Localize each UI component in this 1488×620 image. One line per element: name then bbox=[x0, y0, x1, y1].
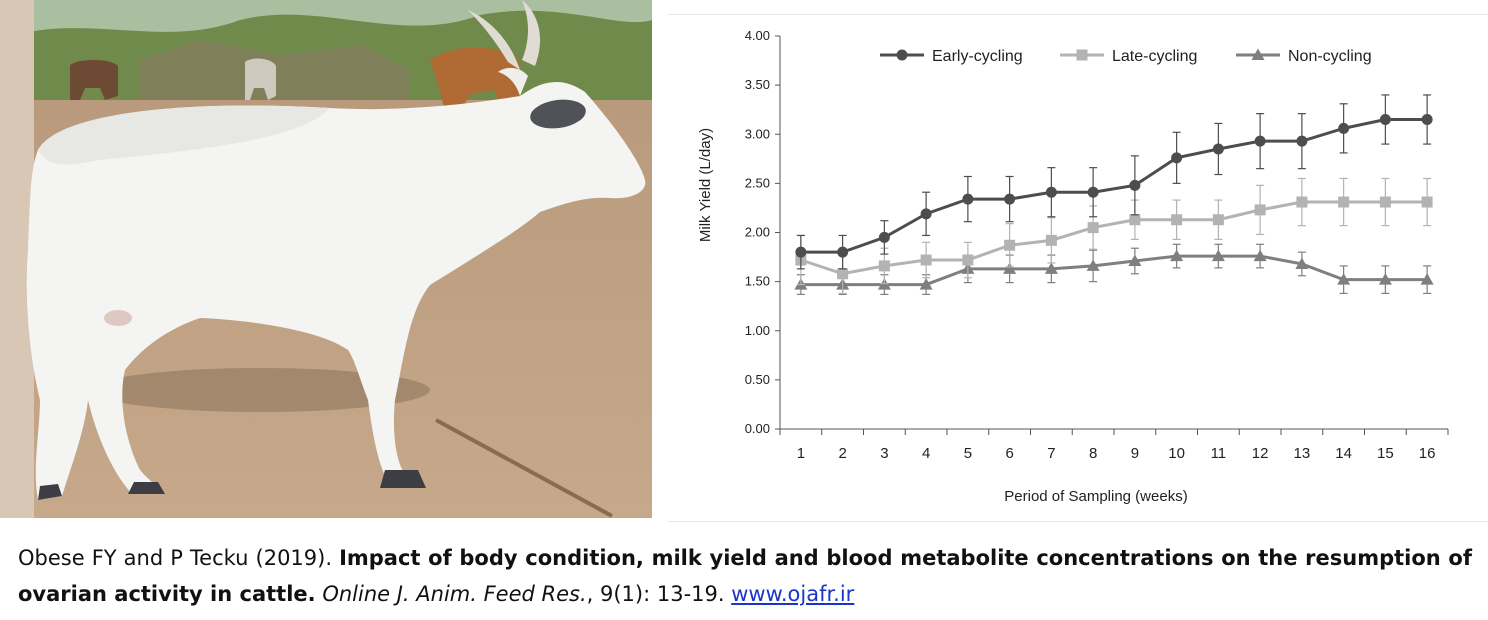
series-line bbox=[800, 118, 1428, 254]
y-tick-label: 4.00 bbox=[745, 28, 770, 43]
data-point bbox=[878, 260, 890, 272]
data-point bbox=[1338, 196, 1350, 208]
data-point bbox=[1086, 259, 1100, 271]
x-tick-label: 11 bbox=[1211, 445, 1227, 462]
data-point bbox=[1045, 234, 1057, 246]
series-non-cycling bbox=[794, 243, 1434, 295]
data-point bbox=[1253, 249, 1267, 262]
data-point bbox=[920, 254, 932, 266]
x-tick-label: 8 bbox=[1089, 445, 1097, 462]
data-point bbox=[1129, 214, 1141, 226]
x-tick-label: 5 bbox=[964, 445, 972, 462]
data-point bbox=[1337, 273, 1351, 285]
legend-item: Non-cycling bbox=[1236, 48, 1372, 65]
data-point bbox=[837, 268, 849, 280]
x-tick-label: 12 bbox=[1252, 445, 1269, 462]
citation-caption: Obese FY and P Tecku (2019). Impact of b… bbox=[18, 540, 1472, 612]
data-point bbox=[795, 246, 807, 258]
y-tick-label: 3.50 bbox=[745, 77, 770, 92]
chart-legend: Early-cycling Late-cycling Non-cycling bbox=[880, 48, 1372, 65]
citation-title: Impact of body condition, milk yield and… bbox=[18, 546, 1472, 606]
data-point bbox=[1171, 152, 1183, 164]
series-line bbox=[800, 200, 1428, 276]
legend-marker bbox=[1076, 49, 1088, 61]
legend-item: Late-cycling bbox=[1060, 48, 1197, 65]
y-axis-label: Milk Yield (L/day) bbox=[697, 128, 714, 242]
data-point bbox=[1044, 262, 1058, 274]
data-point bbox=[919, 278, 933, 290]
cow-photo bbox=[0, 0, 652, 518]
data-point bbox=[1379, 114, 1391, 126]
x-tick-label: 7 bbox=[1047, 445, 1055, 462]
legend-item: Early-cycling bbox=[880, 48, 1023, 65]
data-point bbox=[1087, 186, 1099, 198]
citation-volume: , 9(1): 13-19. bbox=[586, 582, 732, 606]
data-point bbox=[962, 254, 974, 266]
data-point bbox=[878, 231, 890, 243]
data-point bbox=[920, 208, 932, 220]
y-tick-label: 2.50 bbox=[745, 175, 770, 190]
citation-authors: Obese FY and P Tecku (2019). bbox=[18, 546, 340, 570]
legend-marker bbox=[896, 49, 908, 61]
legend-label: Early-cycling bbox=[932, 48, 1023, 65]
chart-axes: 0.000.501.001.502.002.503.003.504.001 2 3 4… bbox=[745, 28, 1449, 462]
legend-marker bbox=[1251, 48, 1265, 60]
data-point bbox=[1378, 273, 1392, 285]
chart-series-layer bbox=[794, 94, 1434, 295]
data-point bbox=[1338, 122, 1350, 134]
data-point bbox=[1004, 239, 1016, 251]
data-point bbox=[1003, 262, 1017, 274]
x-tick-label: 13 bbox=[1294, 445, 1311, 462]
x-tick-label: 2 bbox=[838, 445, 846, 462]
x-tick-label: 9 bbox=[1131, 445, 1139, 462]
y-tick-label: 1.50 bbox=[745, 274, 770, 289]
data-point bbox=[1129, 179, 1141, 191]
series-line bbox=[800, 254, 1428, 287]
x-tick-label: 6 bbox=[1005, 445, 1013, 462]
chart-svg: 0.000.501.001.502.002.503.003.504.001 2 3 4… bbox=[697, 28, 1449, 505]
y-tick-label: 0.50 bbox=[745, 372, 770, 387]
legend-label: Late-cycling bbox=[1112, 48, 1197, 65]
x-tick-label: 15 bbox=[1377, 445, 1394, 462]
x-tick-label: 1 bbox=[797, 445, 805, 462]
legend-label: Non-cycling bbox=[1288, 48, 1372, 65]
citation-journal: Online J. Anim. Feed Res. bbox=[322, 582, 587, 606]
y-tick-label: 3.00 bbox=[745, 126, 770, 141]
data-point bbox=[1421, 196, 1433, 208]
y-tick-label: 1.00 bbox=[745, 323, 770, 338]
data-point bbox=[1296, 135, 1308, 147]
x-tick-label: 4 bbox=[922, 445, 930, 462]
cow-photo-illustration bbox=[0, 0, 652, 518]
data-point bbox=[1212, 214, 1224, 226]
data-point bbox=[1045, 186, 1057, 198]
data-point bbox=[1421, 114, 1433, 126]
data-point bbox=[1087, 222, 1099, 234]
data-point bbox=[837, 246, 849, 258]
data-point bbox=[1128, 254, 1142, 266]
data-point bbox=[1254, 135, 1266, 147]
x-tick-label: 10 bbox=[1168, 445, 1185, 462]
journal-website-link[interactable]: www.ojafr.ir bbox=[731, 582, 855, 606]
x-tick-label: 16 bbox=[1419, 445, 1436, 462]
data-point bbox=[1379, 196, 1391, 208]
data-point bbox=[1211, 249, 1225, 262]
series-early-cycling bbox=[795, 94, 1433, 270]
data-point bbox=[1171, 214, 1183, 226]
data-point bbox=[1254, 204, 1266, 216]
data-point bbox=[1295, 257, 1309, 269]
x-tick-label: 3 bbox=[880, 445, 888, 462]
x-axis-label: Period of Sampling (weeks) bbox=[1004, 488, 1187, 505]
y-tick-label: 2.00 bbox=[745, 225, 770, 240]
data-point bbox=[1004, 193, 1016, 205]
data-point bbox=[1170, 249, 1184, 262]
data-point bbox=[962, 193, 974, 205]
data-point bbox=[1296, 196, 1308, 208]
data-point bbox=[1212, 143, 1224, 155]
series-late-cycling bbox=[795, 177, 1433, 295]
milk-yield-chart: 0.00 0.50 1.00 1.50 2.00 2.50 3.00 3.50 4.00 1 2 3 4… bbox=[668, 14, 1488, 522]
y-tick-label: 0.00 bbox=[745, 421, 770, 436]
data-point bbox=[1420, 273, 1434, 285]
x-tick-label: 14 bbox=[1335, 445, 1352, 462]
